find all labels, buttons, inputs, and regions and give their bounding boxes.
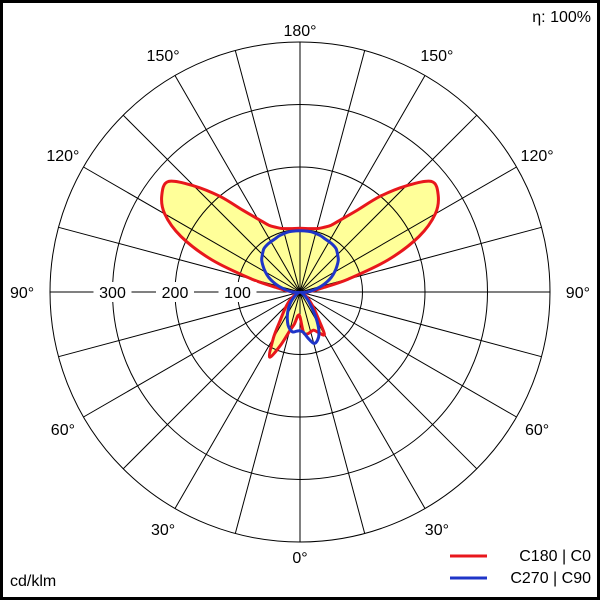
angle-label-180-top: 180° — [283, 23, 316, 40]
angle-label-90-right: 90° — [566, 285, 590, 302]
angle-label-0-bottom: 0° — [292, 550, 307, 567]
angle-label-120-left: 120° — [46, 148, 79, 165]
legend-label-1: C270 | C90 — [510, 570, 591, 587]
grid-spoke-150-left — [174, 75, 301, 293]
intensity-curves — [160, 179, 440, 359]
grid-spoke-165-left — [234, 50, 301, 293]
polar-grid — [49, 41, 551, 543]
efficiency-label: η: 100% — [532, 9, 591, 26]
grid-spoke-30-left — [174, 291, 301, 509]
legend: C180 | C0 C270 | C90 — [450, 548, 591, 587]
radial-tick-label-200: 200 — [162, 285, 189, 302]
radial-tick-label-100: 100 — [224, 285, 251, 302]
tick-label-bg-300 — [93, 282, 132, 302]
grid-spoke-75-right — [299, 291, 542, 358]
grid-spoke-135-right — [299, 114, 478, 293]
grid-spoke-60-right — [299, 291, 517, 418]
grid-spoke-75-left — [58, 291, 301, 358]
radial-tick-label-300: 300 — [99, 285, 126, 302]
grid-spoke-60-left — [83, 291, 301, 418]
grid-spoke-135-left — [122, 114, 301, 293]
unit-label: cd/klm — [10, 573, 56, 590]
curve-line-1 — [260, 229, 340, 345]
grid-spoke-45-left — [122, 291, 301, 470]
angle-label-30-left: 30° — [151, 522, 175, 539]
radial-tick-labels: 100 200 300 — [93, 282, 257, 302]
angle-label-60-left: 60° — [51, 422, 75, 439]
polar-intensity-chart: 100 200 300 180° 150° 150° 120° 120° 90° 90° 60° 6… — [10, 9, 591, 590]
angle-labels: 180° 150° 150° 120° 120° 90° 90° 60° 60° 30° 30° 0° — [10, 23, 590, 567]
angle-label-90-left: 90° — [10, 285, 34, 302]
grid-spoke-150-right — [299, 75, 426, 293]
angle-label-150-left: 150° — [147, 48, 180, 65]
tick-label-bg-100 — [218, 282, 257, 302]
angle-label-60-right: 60° — [525, 422, 549, 439]
angle-label-150-right: 150° — [420, 48, 453, 65]
grid-spoke-15-right — [299, 291, 366, 534]
legend-label-0: C180 | C0 — [519, 548, 591, 565]
angle-label-120-right: 120° — [521, 148, 554, 165]
tick-label-bg-200 — [156, 282, 194, 302]
grid-spoke-45-right — [299, 291, 478, 470]
grid-spoke-165-right — [299, 50, 366, 293]
angle-label-30-right: 30° — [425, 522, 449, 539]
